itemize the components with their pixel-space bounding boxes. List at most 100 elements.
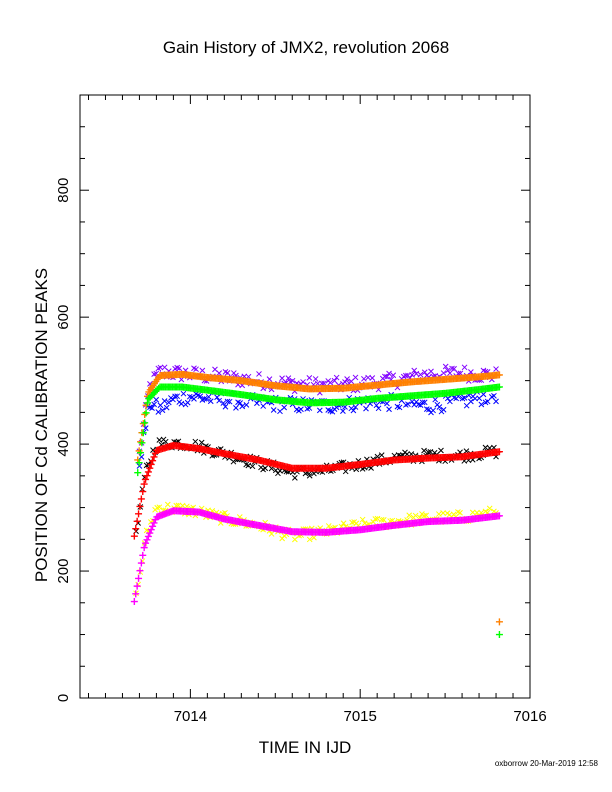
point-cross (363, 405, 369, 412)
point-cross (153, 396, 160, 403)
point-plus (147, 460, 155, 468)
point-cross (402, 372, 409, 379)
point-cross (426, 406, 432, 413)
axis-ticks (80, 94, 531, 699)
point-cross (428, 368, 434, 375)
point-cross (421, 512, 427, 519)
point-plus (142, 475, 150, 483)
point-plus (150, 453, 158, 461)
point-cross (270, 407, 277, 413)
point-cross (340, 520, 347, 527)
point-cross (382, 373, 388, 380)
point-plus (495, 448, 503, 456)
point-cross (216, 370, 222, 376)
point-cross (142, 425, 149, 431)
point-cross (192, 438, 199, 445)
point-cross (233, 405, 239, 411)
point-cross (245, 462, 252, 469)
y-tick-label: 600 (55, 305, 72, 330)
point-cross (349, 519, 355, 526)
point-cross (162, 438, 169, 445)
point-plus (137, 495, 145, 503)
data-marks (130, 363, 503, 639)
point-cross (380, 517, 387, 523)
point-cross (321, 380, 327, 387)
point-cross (449, 365, 455, 372)
point-plus (134, 469, 142, 477)
point-plus (139, 551, 147, 559)
point-cross (436, 511, 442, 517)
point-cross (174, 393, 181, 400)
point-cross (461, 364, 468, 371)
point-plus (142, 539, 150, 547)
point-cross (316, 407, 323, 414)
point-cross (279, 375, 285, 382)
footer-credit: oxborrow 20-Mar-2019 12:58 (494, 759, 598, 768)
point-cross (306, 536, 313, 543)
point-cross (281, 404, 288, 411)
point-cross (222, 509, 228, 516)
point-cross (311, 534, 317, 541)
point-cross (205, 393, 212, 400)
point-cross (413, 370, 420, 377)
point-cross (374, 453, 381, 460)
point-cross (384, 373, 390, 380)
point-cross (384, 400, 390, 407)
point-cross (312, 376, 319, 382)
point-plus (136, 502, 144, 510)
point-plus (137, 559, 145, 567)
point-cross (430, 407, 436, 414)
point-plus (139, 488, 147, 496)
point-cross (186, 393, 193, 400)
point-cross (197, 393, 204, 400)
point-plus (139, 429, 147, 437)
point-plus (150, 519, 158, 527)
point-plus (142, 409, 150, 417)
point-cross (423, 512, 430, 519)
point-cross (386, 370, 392, 377)
point-cross (155, 409, 162, 415)
point-cross (421, 447, 427, 454)
point-cross (417, 371, 424, 378)
point-cross (352, 374, 359, 381)
x-tick-label: 7015 (344, 708, 377, 725)
point-plus (130, 598, 138, 606)
point-cross (180, 390, 187, 397)
point-cross (161, 398, 168, 404)
point-cross (237, 400, 243, 406)
x-axis-label: TIME IN IJD (258, 738, 352, 757)
point-cross (325, 523, 332, 529)
point-cross (378, 516, 385, 523)
point-cross (373, 402, 380, 409)
point-plus (140, 544, 148, 552)
point-plus (146, 464, 154, 472)
point-cross (164, 501, 171, 508)
point-cross (447, 370, 453, 377)
point-plus (146, 529, 154, 537)
point-cross (468, 369, 474, 375)
point-plus (149, 522, 157, 530)
point-plus (149, 457, 157, 465)
point-plus (135, 459, 143, 467)
point-plus (140, 480, 148, 488)
point-cross (239, 403, 246, 410)
point-cross (344, 376, 350, 382)
point-cross (172, 393, 178, 400)
point-cross (374, 515, 381, 522)
point-cross (178, 400, 185, 407)
point-cross (327, 379, 334, 386)
point-cross (436, 404, 443, 410)
point-cross (493, 366, 499, 372)
point-cross (419, 399, 426, 406)
point-cross (220, 400, 227, 406)
plot-frame (79, 94, 531, 699)
point-cross (412, 512, 419, 519)
point-plus (147, 526, 155, 534)
y-axis-label: POSITION OF Cd CALIBRATION PEAKS (32, 267, 51, 583)
point-cross (386, 406, 392, 413)
point-cross (478, 401, 485, 408)
point-cross (285, 375, 292, 381)
point-cross (306, 405, 313, 411)
point-cross (440, 370, 447, 376)
